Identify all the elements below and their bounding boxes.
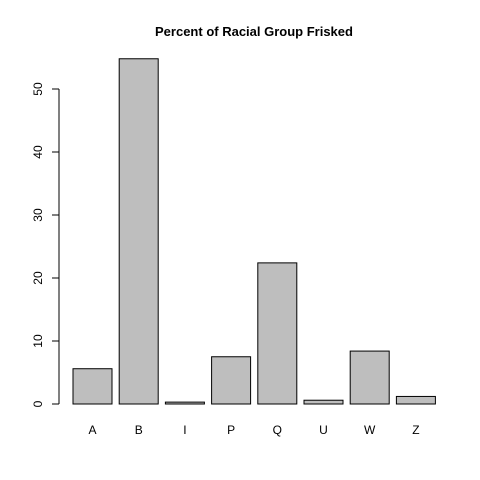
bar-P <box>211 356 252 405</box>
y-tick-label: 40 <box>31 145 45 159</box>
bar-B <box>118 58 159 405</box>
bar-Z <box>395 395 436 405</box>
x-tick-label: B <box>135 423 143 437</box>
x-tick-label: P <box>227 423 235 437</box>
bars-group <box>72 58 436 405</box>
y-tick-label: 30 <box>31 208 45 222</box>
bar-W <box>349 350 390 405</box>
x-tick-label: W <box>364 423 376 437</box>
bar-U <box>303 399 344 405</box>
x-tick-label: I <box>183 423 186 437</box>
chart-title: Percent of Racial Group Frisked <box>155 24 353 39</box>
bar-I <box>164 401 205 405</box>
bar-Q <box>257 262 298 405</box>
x-tick-label: U <box>319 423 328 437</box>
bar-A <box>72 368 113 405</box>
y-tick-label: 0 <box>31 400 45 407</box>
y-tick-label: 50 <box>31 82 45 96</box>
x-tick-label: Z <box>412 423 419 437</box>
y-axis: 0 10 20 30 40 50 <box>31 82 59 407</box>
y-tick-label: 20 <box>31 271 45 285</box>
y-tick-label: 10 <box>31 334 45 348</box>
x-tick-label: A <box>88 423 96 437</box>
x-tick-label: Q <box>273 423 282 437</box>
